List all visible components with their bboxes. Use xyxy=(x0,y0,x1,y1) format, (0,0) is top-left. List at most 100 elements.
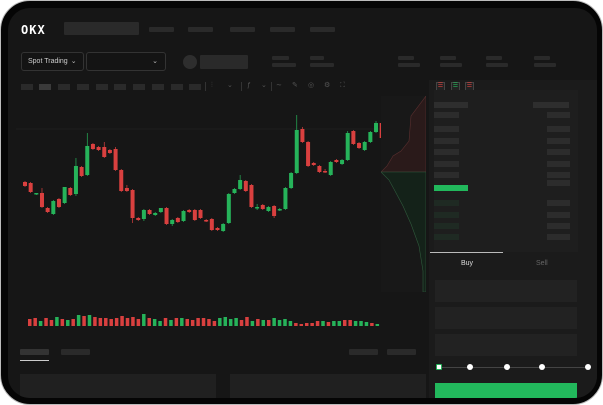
timeframe-button[interactable] xyxy=(189,84,201,90)
candle-down xyxy=(90,144,95,149)
pair-dropdown[interactable]: ⌄ xyxy=(86,52,166,71)
stat-value xyxy=(398,63,420,67)
volume-bar xyxy=(38,321,43,326)
candle-down xyxy=(272,206,277,216)
tab-buy[interactable]: Buy xyxy=(461,260,474,267)
tab-order-history[interactable] xyxy=(61,349,90,355)
candle-up xyxy=(374,123,379,132)
timeframe-button[interactable] xyxy=(21,84,33,90)
candlestick-chart[interactable] xyxy=(16,96,381,336)
pencil-icon[interactable]: ✎ xyxy=(292,82,298,89)
orderbook-header-amount xyxy=(533,102,569,108)
volume-bar xyxy=(299,324,304,326)
candle-up xyxy=(368,132,373,142)
stat-label xyxy=(440,56,456,60)
total-input[interactable] xyxy=(435,334,577,356)
amount-input[interactable] xyxy=(435,307,577,329)
candle-down xyxy=(23,182,27,186)
timeframe-button[interactable] xyxy=(58,84,70,90)
candle-down xyxy=(351,131,356,144)
nav-item[interactable] xyxy=(149,27,174,32)
slider-handle[interactable] xyxy=(436,364,442,370)
candle-down xyxy=(300,129,305,142)
candle-up xyxy=(181,211,186,221)
line-tool-icon[interactable]: ∼ xyxy=(276,82,282,89)
candle-down xyxy=(124,188,129,191)
ask-price xyxy=(434,149,459,155)
volume-bar xyxy=(152,319,157,326)
nav-item[interactable] xyxy=(270,27,295,32)
filter-button[interactable] xyxy=(349,349,378,355)
volume-bar xyxy=(207,319,211,326)
tab-sell[interactable]: Sell xyxy=(536,260,548,267)
volume-bar xyxy=(125,318,130,326)
candle-down xyxy=(187,210,192,212)
fullscreen-icon[interactable]: ⛶ xyxy=(340,82,345,89)
slider-stop-75[interactable] xyxy=(539,364,545,370)
timeframe-button[interactable] xyxy=(77,84,89,90)
last-price xyxy=(434,185,468,191)
chevron-down-icon: ⌄ xyxy=(70,58,77,65)
candle-up xyxy=(238,180,243,189)
candle-down xyxy=(192,210,197,220)
spot-trading-dropdown[interactable]: Spot Trading ⌄ xyxy=(21,52,84,71)
volume-bar xyxy=(190,320,195,326)
ask-price xyxy=(434,126,459,132)
nav-item[interactable] xyxy=(230,27,255,32)
candle-up xyxy=(345,133,350,160)
indicator-icon[interactable]: ƒ xyxy=(247,82,251,89)
volume-bar xyxy=(288,321,293,326)
volume-bar xyxy=(114,318,119,326)
ask-price xyxy=(434,138,459,144)
price-input[interactable] xyxy=(435,280,577,302)
volume-bar xyxy=(71,319,75,326)
volume-bar xyxy=(60,319,65,326)
candle-down xyxy=(39,193,44,207)
volume-bar xyxy=(223,317,228,326)
chevron-down-icon[interactable]: ⌄ xyxy=(261,82,267,89)
buy-button[interactable] xyxy=(435,383,577,398)
amount-slider[interactable] xyxy=(438,367,588,368)
volume-bar xyxy=(98,318,103,326)
timeframe-button[interactable] xyxy=(171,84,183,90)
candle-up xyxy=(158,208,163,212)
okx-logo[interactable]: OKX xyxy=(21,23,46,37)
tab-open-orders[interactable] xyxy=(20,349,49,355)
orders-card xyxy=(230,374,426,398)
divider xyxy=(241,82,242,91)
candle-up xyxy=(232,189,237,193)
candle-up xyxy=(328,162,333,175)
volume-bar xyxy=(169,320,173,326)
camera-icon[interactable]: ◎ xyxy=(308,82,315,89)
ask-amount xyxy=(547,172,570,178)
volume-bar xyxy=(239,320,244,326)
volume-bar xyxy=(304,323,309,326)
timeframe-button[interactable] xyxy=(96,84,108,90)
nav-item[interactable] xyxy=(310,27,335,32)
volume-bar xyxy=(55,317,59,326)
volume-bar xyxy=(332,321,336,326)
chevron-down-icon[interactable]: ⌄ xyxy=(227,82,233,89)
nav-item[interactable] xyxy=(188,27,213,32)
filter-button[interactable] xyxy=(387,349,416,355)
candle-type-icon[interactable]: ⫶ xyxy=(211,82,213,89)
bid-price xyxy=(434,234,459,240)
slider-stop-50[interactable] xyxy=(504,364,510,370)
volume-bar xyxy=(348,320,352,326)
volume-bar xyxy=(294,323,298,326)
stat-value xyxy=(534,63,556,67)
slider-stop-100[interactable] xyxy=(585,364,591,370)
search-input[interactable] xyxy=(64,22,139,35)
candle-up xyxy=(153,213,158,215)
ask-amount xyxy=(547,126,570,132)
stat-label xyxy=(310,56,324,60)
timeframe-button[interactable] xyxy=(133,84,145,90)
divider xyxy=(271,82,272,91)
timeframe-button[interactable] xyxy=(114,84,126,90)
timeframe-button[interactable] xyxy=(152,84,164,90)
slider-stop-25[interactable] xyxy=(467,364,473,370)
candle-up xyxy=(289,173,294,188)
settings-icon[interactable]: ⚙ xyxy=(324,82,331,89)
timeframe-button[interactable] xyxy=(39,84,51,90)
